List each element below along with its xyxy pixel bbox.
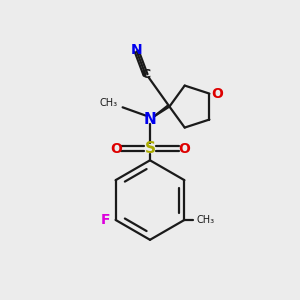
Text: CH₃: CH₃ [196, 215, 214, 225]
Text: N: N [144, 112, 156, 127]
Text: O: O [178, 142, 190, 155]
Text: N: N [130, 43, 142, 57]
Text: C: C [142, 68, 151, 81]
Text: O: O [110, 142, 122, 155]
Text: O: O [212, 87, 224, 100]
Text: S: S [145, 141, 155, 156]
Text: F: F [101, 213, 110, 227]
Text: CH₃: CH₃ [100, 98, 118, 108]
